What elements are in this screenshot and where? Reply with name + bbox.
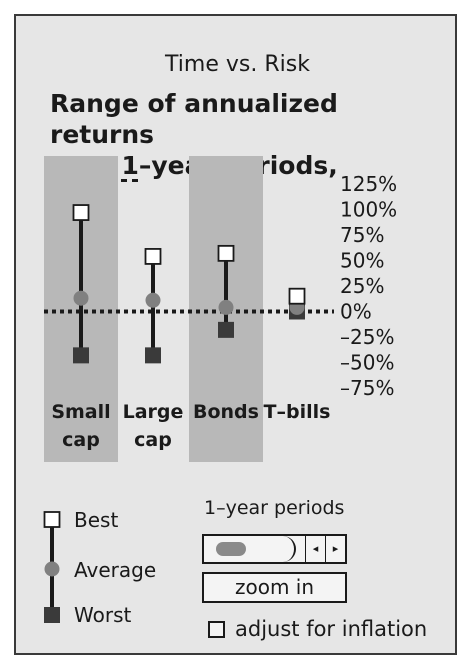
period-scrollbar[interactable]: ◂ ▸ [202, 534, 347, 564]
average-marker [145, 292, 161, 308]
zoom-in-button[interactable]: zoom in [202, 572, 347, 603]
y-tick-label: 50% [340, 249, 384, 273]
periods-label: 1–year periods [204, 497, 345, 519]
scroll-thumb[interactable] [216, 542, 246, 556]
y-tick-label: –50% [340, 351, 394, 375]
worst-marker [218, 321, 234, 338]
y-tick-label: 25% [340, 274, 384, 298]
legend-worst-marker [44, 607, 60, 623]
worst-marker [73, 347, 89, 364]
average-marker [218, 299, 234, 315]
best-marker [288, 287, 306, 305]
worst-marker [145, 347, 161, 364]
scroll-track[interactable] [204, 536, 296, 562]
category-label: Large [123, 401, 184, 423]
y-tick-label: 125% [340, 172, 397, 196]
subtitle-period-link[interactable]: 1 [121, 151, 139, 180]
scroll-left-icon[interactable]: ◂ [305, 536, 325, 562]
average-marker [73, 290, 89, 306]
y-tick-label: 0% [340, 300, 372, 324]
category-label-line2: cap [62, 429, 100, 451]
adjust-inflation-toggle[interactable]: adjust for inflation [208, 617, 427, 641]
y-tick-label: 75% [340, 223, 384, 247]
inflation-label: adjust for inflation [235, 617, 428, 641]
y-tick-label: –75% [340, 376, 394, 400]
best-marker [144, 248, 162, 265]
category-label: Small [51, 401, 110, 423]
category-label-line2: cap [134, 429, 172, 451]
y-tick-label: –25% [340, 325, 394, 349]
legend-best: Best [74, 508, 119, 532]
legend-best-marker [43, 511, 61, 528]
chart-subtitle: Range of annualized returns over 1–year … [50, 88, 450, 181]
legend-worst: Worst [74, 603, 132, 627]
y-tick-label: 100% [340, 198, 397, 222]
legend-average-marker [44, 561, 60, 577]
chart-title: Time vs. Risk [165, 52, 310, 77]
inflation-checkbox[interactable] [208, 620, 225, 638]
scroll-right-icon[interactable]: ▸ [325, 536, 345, 562]
best-marker [217, 244, 235, 262]
subtitle-line1: Range of annualized returns [50, 89, 338, 149]
range-chart: 125%100%75%50%25%0%–25%–50%–75% Small cap L… [43, 156, 397, 623]
category-label: T–bills [264, 401, 331, 423]
legend-average: Average [74, 558, 157, 582]
chart-panel: Time vs. Risk Range of annualized return… [14, 14, 457, 655]
best-marker [72, 204, 90, 221]
category-label: Bonds [193, 401, 259, 423]
